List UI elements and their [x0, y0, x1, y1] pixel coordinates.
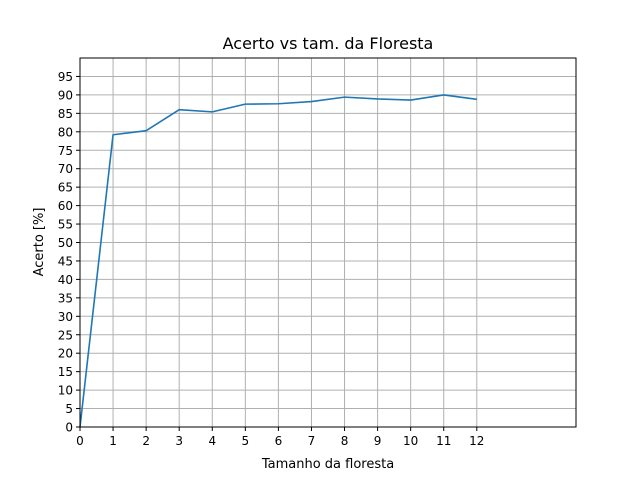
chart-title: Acerto vs tam. da Floresta [223, 34, 434, 53]
y-tick-label: 30 [58, 310, 73, 324]
y-tick-label: 5 [65, 402, 73, 416]
x-tick-label: 3 [175, 434, 183, 448]
y-tick-label: 85 [58, 107, 73, 121]
y-tick-label: 45 [58, 254, 73, 268]
y-axis-label: Acerto [%] [32, 208, 47, 277]
y-tick-label: 55 [58, 218, 73, 232]
y-tick-label: 15 [58, 365, 73, 379]
x-tick-label: 9 [374, 434, 382, 448]
y-tick-label: 50 [58, 236, 73, 250]
x-tick-label: 4 [208, 434, 216, 448]
y-tick-label: 40 [58, 273, 73, 287]
x-tick-label: 6 [275, 434, 283, 448]
y-tick-label: 80 [58, 125, 73, 139]
y-tick-label: 60 [58, 199, 73, 213]
x-tick-label: 5 [242, 434, 250, 448]
x-axis-label: Tamanho da floresta [261, 457, 394, 472]
y-tick-label: 35 [58, 291, 73, 305]
y-tick-label: 10 [58, 384, 73, 398]
x-tick-label: 10 [403, 434, 418, 448]
x-tick-label: 2 [142, 434, 150, 448]
y-tick-label: 20 [58, 347, 73, 361]
y-tick-label: 70 [58, 162, 73, 176]
x-tick-label: 12 [469, 434, 484, 448]
x-tick-label: 8 [341, 434, 349, 448]
y-tick-label: 75 [58, 144, 73, 158]
grid [80, 58, 576, 427]
x-tick-label: 7 [308, 434, 316, 448]
y-tick-label: 95 [58, 70, 73, 84]
y-tick-label: 65 [58, 181, 73, 195]
x-tick-label: 11 [436, 434, 451, 448]
y-tick-label: 25 [58, 328, 73, 342]
y-tick-label: 90 [58, 88, 73, 102]
y-tick-label: 0 [65, 421, 73, 435]
x-tick-label: 1 [109, 434, 117, 448]
x-tick-label: 0 [76, 434, 84, 448]
